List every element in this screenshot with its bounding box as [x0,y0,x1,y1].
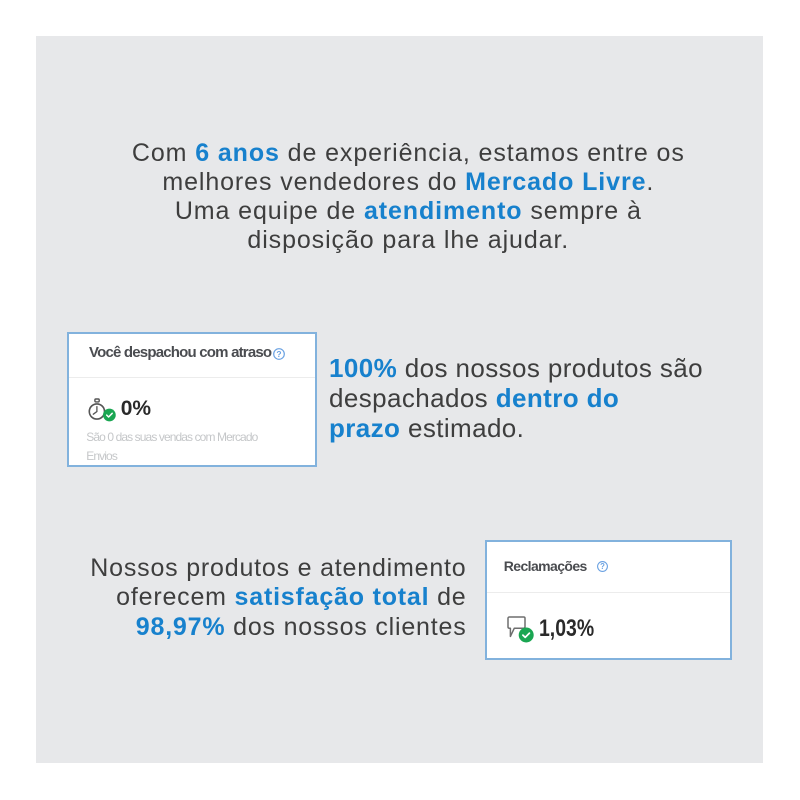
svg-text:?: ? [277,349,282,359]
svg-text:?: ? [600,562,605,571]
